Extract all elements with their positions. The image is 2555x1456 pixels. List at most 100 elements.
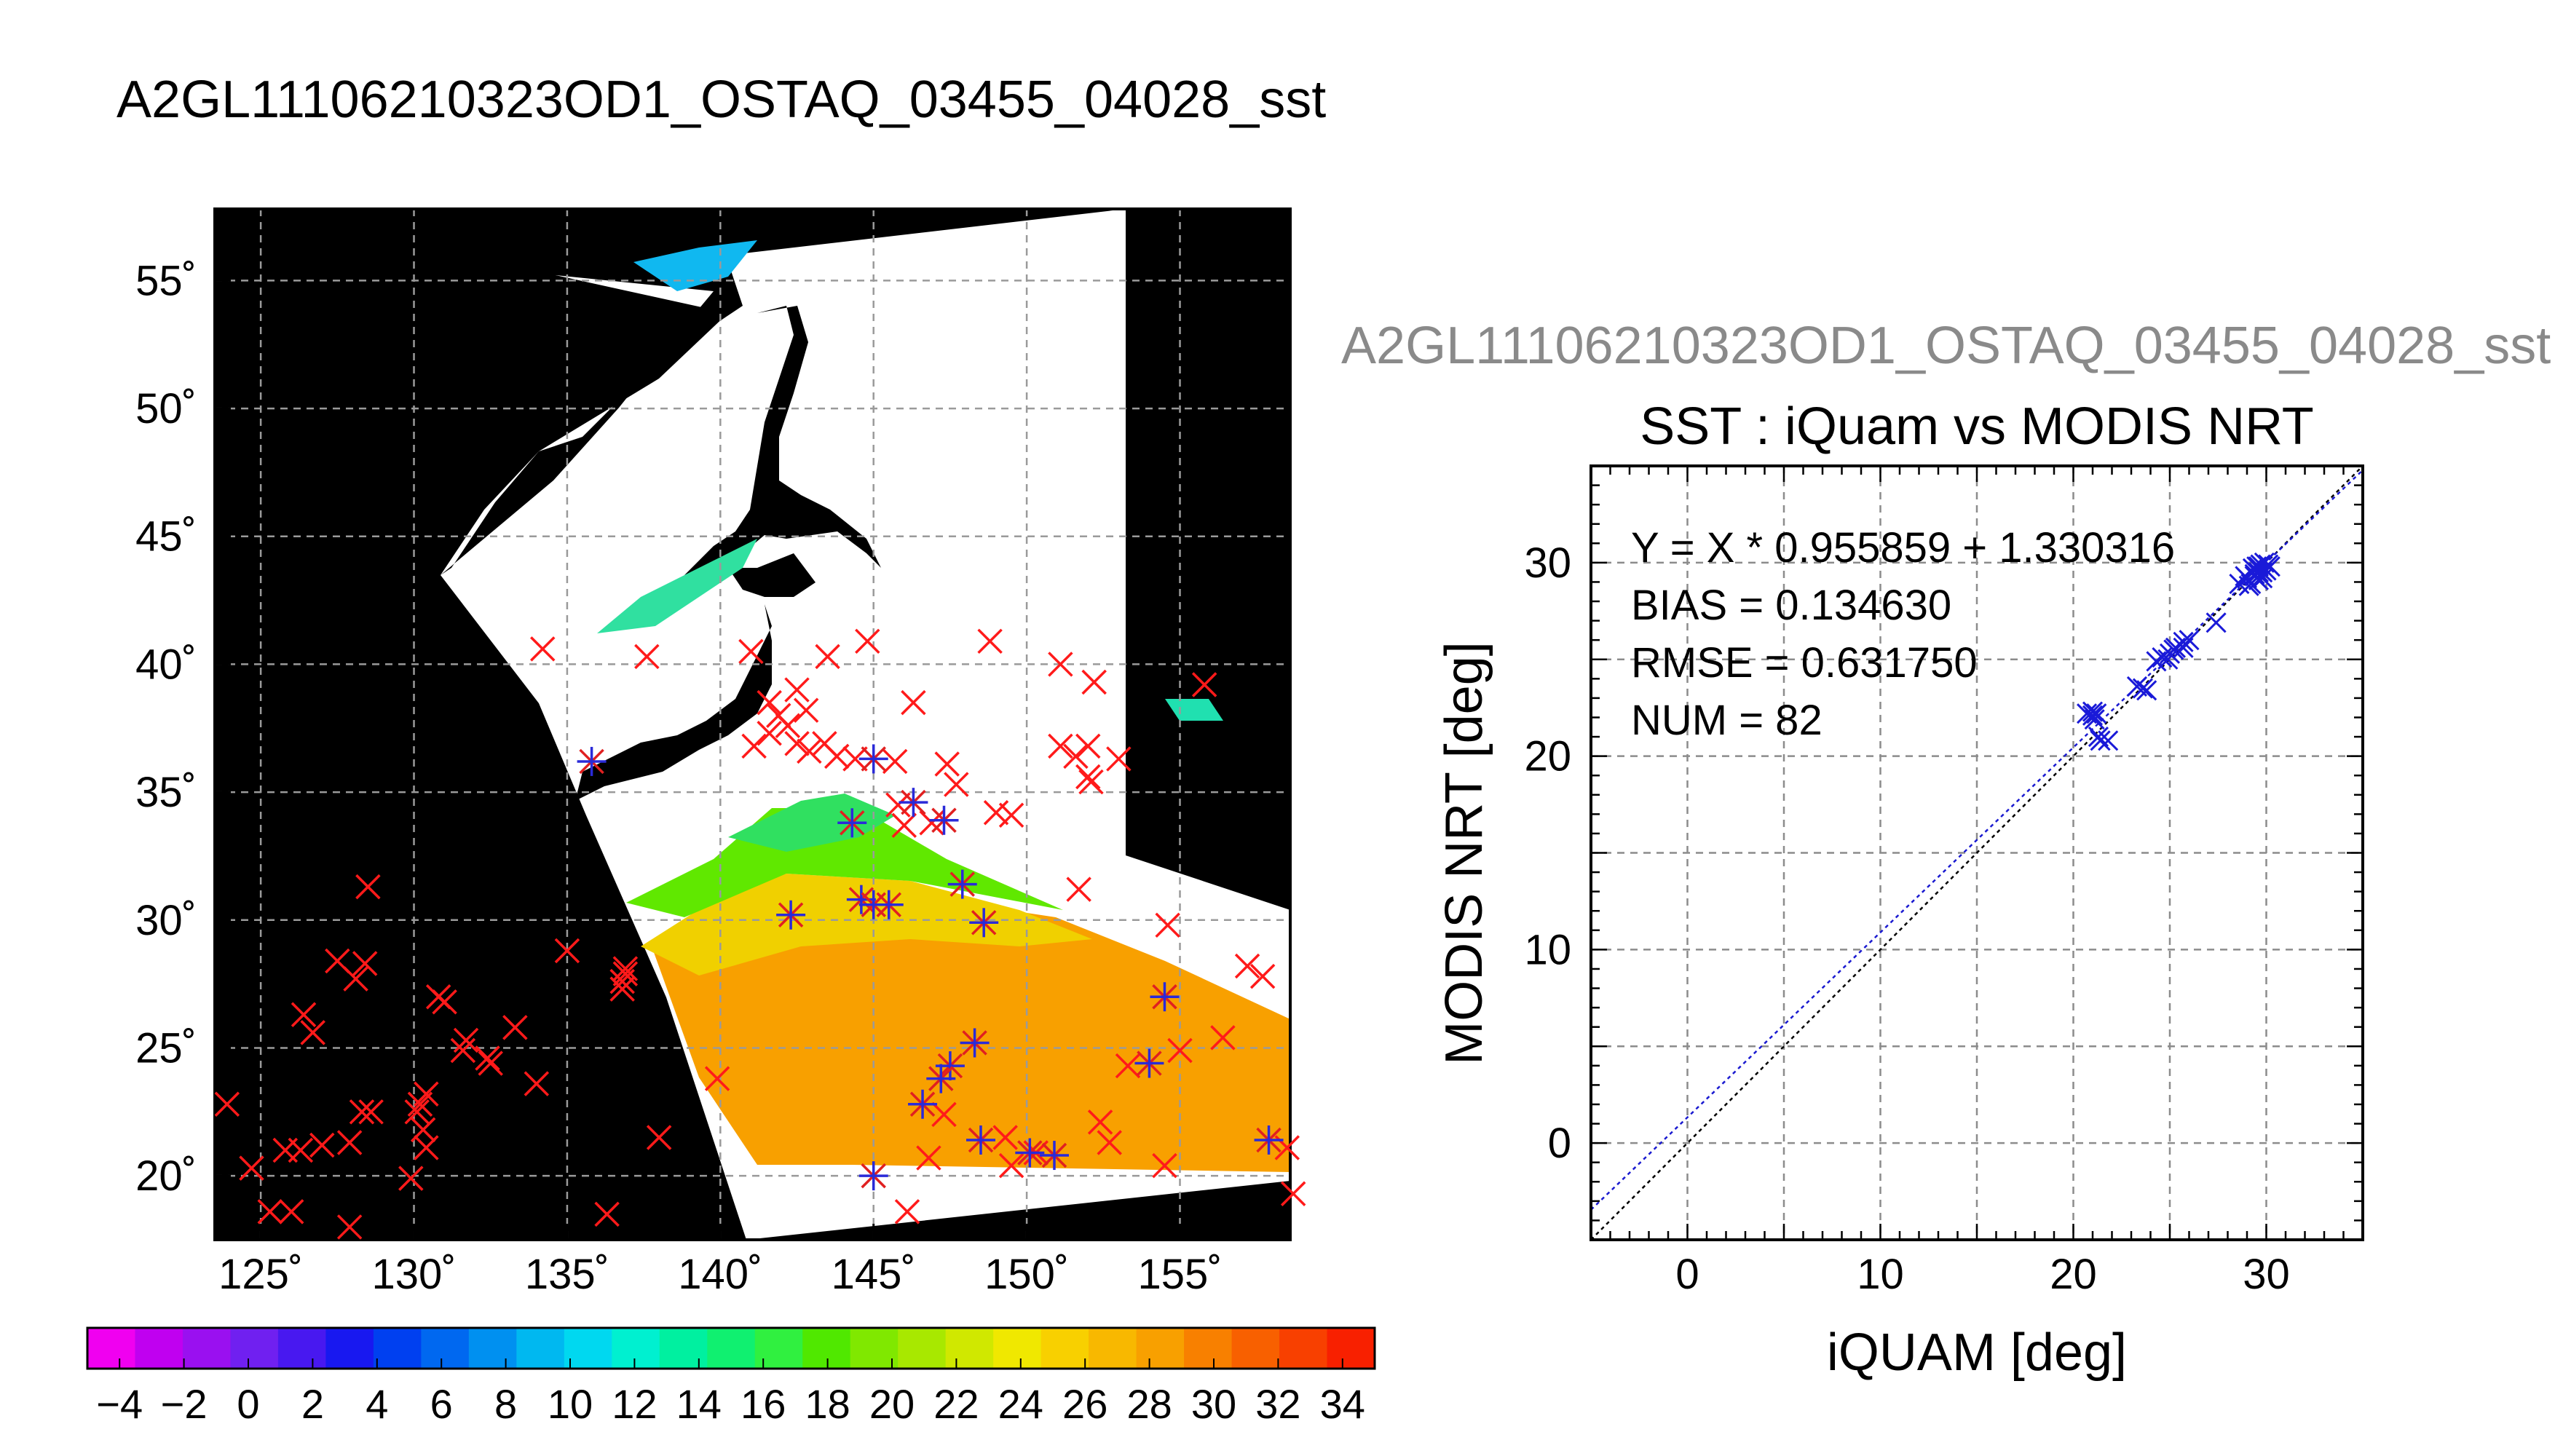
marker-red-cross <box>1048 652 1073 677</box>
point-stroke <box>2082 701 2104 722</box>
colorbar-cell <box>754 1328 803 1369</box>
marker-stroke <box>404 1099 430 1125</box>
marker-stroke <box>502 1015 528 1040</box>
marker-stroke <box>842 746 868 772</box>
scatter-x-tick-label: 30 <box>2243 1251 2290 1298</box>
point-stroke <box>2173 631 2194 652</box>
marker-stroke <box>1075 764 1101 790</box>
stats-line: RMSE = 0.631750 <box>1631 639 1978 687</box>
scatter-point <box>2132 678 2153 699</box>
marker-stroke <box>352 951 378 976</box>
stats-line: NUM = 82 <box>1631 697 1823 744</box>
marker-red-cross <box>612 956 639 981</box>
marker-red-cross <box>257 1199 283 1224</box>
marker-red-cross <box>288 1137 314 1163</box>
point-stroke <box>2157 649 2179 670</box>
map-lat-label: 40˚ <box>135 641 197 688</box>
marker-blue-star <box>858 744 888 774</box>
marker-red-cross <box>453 1027 479 1053</box>
marker-blue-star <box>960 1028 990 1058</box>
marker-red-cross <box>704 1066 730 1091</box>
marker-stroke <box>855 628 880 654</box>
marker-stroke <box>977 628 1003 654</box>
marker-red-cross <box>358 1099 384 1125</box>
point-stroke <box>2088 726 2109 748</box>
marker-red-cross <box>502 1015 528 1040</box>
marker-blue-star <box>577 746 607 776</box>
marker-stroke <box>1106 746 1132 772</box>
scatter-point <box>2157 649 2179 670</box>
scatter-xlabel: iQUAM [deg] <box>1827 1324 2127 1382</box>
marker-stroke <box>358 1099 384 1125</box>
marker-stroke <box>784 731 810 756</box>
colorbar-cell <box>325 1328 374 1369</box>
point-stroke <box>2163 639 2184 660</box>
map-lon-label: 140˚ <box>678 1251 762 1298</box>
point-stroke <box>2235 566 2256 587</box>
marker-red-cross <box>784 731 810 756</box>
marker-stroke <box>414 1081 439 1107</box>
marker-red-cross <box>1081 669 1107 695</box>
marker-red-cross <box>450 1037 476 1064</box>
marker-stroke <box>634 644 660 670</box>
scatter-x-tick-label: 20 <box>2050 1251 2097 1298</box>
marker-red-cross <box>554 938 580 964</box>
marker-red-cross <box>355 874 381 900</box>
map-frame <box>213 207 1292 1241</box>
marker-red-cross <box>594 1201 620 1227</box>
scatter-y-tick-label: 30 <box>1524 539 1571 587</box>
colorbar-label: 24 <box>998 1381 1043 1427</box>
map-lon-label: 155˚ <box>1137 1251 1222 1298</box>
colorbar-cell <box>230 1328 279 1369</box>
marker-stroke <box>1063 743 1089 769</box>
colorbar-label: 28 <box>1126 1381 1172 1427</box>
marker-stroke <box>885 792 911 818</box>
map-markers <box>214 628 1306 1240</box>
marker-red-cross <box>934 751 960 777</box>
map-lat-label: 30˚ <box>135 897 197 944</box>
point-stroke <box>2252 568 2273 589</box>
map-lon-label: 145˚ <box>832 1251 916 1298</box>
scatter-x-tick-label: 10 <box>1857 1251 1904 1298</box>
colorbar-label: 10 <box>548 1381 593 1427</box>
scatter-point <box>2205 612 2227 633</box>
marker-red-cross <box>931 1101 957 1128</box>
marker-red-cross <box>475 1045 500 1071</box>
marker-red-cross <box>278 1199 304 1224</box>
marker-blue-star <box>1134 1048 1164 1078</box>
marker-blue-star <box>899 788 928 818</box>
marker-red-cross <box>775 713 801 738</box>
point-stroke <box>2098 730 2119 751</box>
marker-stroke <box>1167 1037 1193 1064</box>
marker-red-cross <box>404 1099 430 1125</box>
marker-stroke <box>815 644 840 670</box>
marker-stroke <box>812 731 837 756</box>
marker-blue-star <box>837 808 867 838</box>
marker-red-cross <box>214 1091 240 1117</box>
marker-red-cross <box>612 961 639 986</box>
marker-red-cross <box>977 628 1003 654</box>
point-stroke <box>2136 680 2157 701</box>
land-asia-coast <box>441 240 743 575</box>
marker-red-cross <box>741 733 767 759</box>
scatter-point <box>2136 680 2157 701</box>
marker-stroke <box>398 1166 424 1191</box>
marker-stroke <box>414 1135 439 1160</box>
marker-stroke <box>343 966 368 992</box>
marker-red-cross <box>983 799 1009 826</box>
marker-stroke <box>1191 672 1217 697</box>
marker-red-cross <box>1048 733 1073 759</box>
marker-stroke <box>214 1091 240 1117</box>
map-lon-label: 125˚ <box>218 1251 303 1298</box>
point-stroke <box>2126 676 2148 697</box>
marker-stroke <box>336 1130 363 1155</box>
marker-red-cross <box>992 1125 1018 1150</box>
marker-red-cross <box>1097 1130 1122 1155</box>
marker-stroke <box>775 713 801 738</box>
map-lat-label: 45˚ <box>135 513 197 561</box>
marker-stroke <box>757 721 782 746</box>
point-stroke <box>2240 574 2262 595</box>
scatter-point <box>2082 701 2104 722</box>
marker-stroke <box>793 697 819 723</box>
marker-red-cross <box>398 1166 424 1191</box>
